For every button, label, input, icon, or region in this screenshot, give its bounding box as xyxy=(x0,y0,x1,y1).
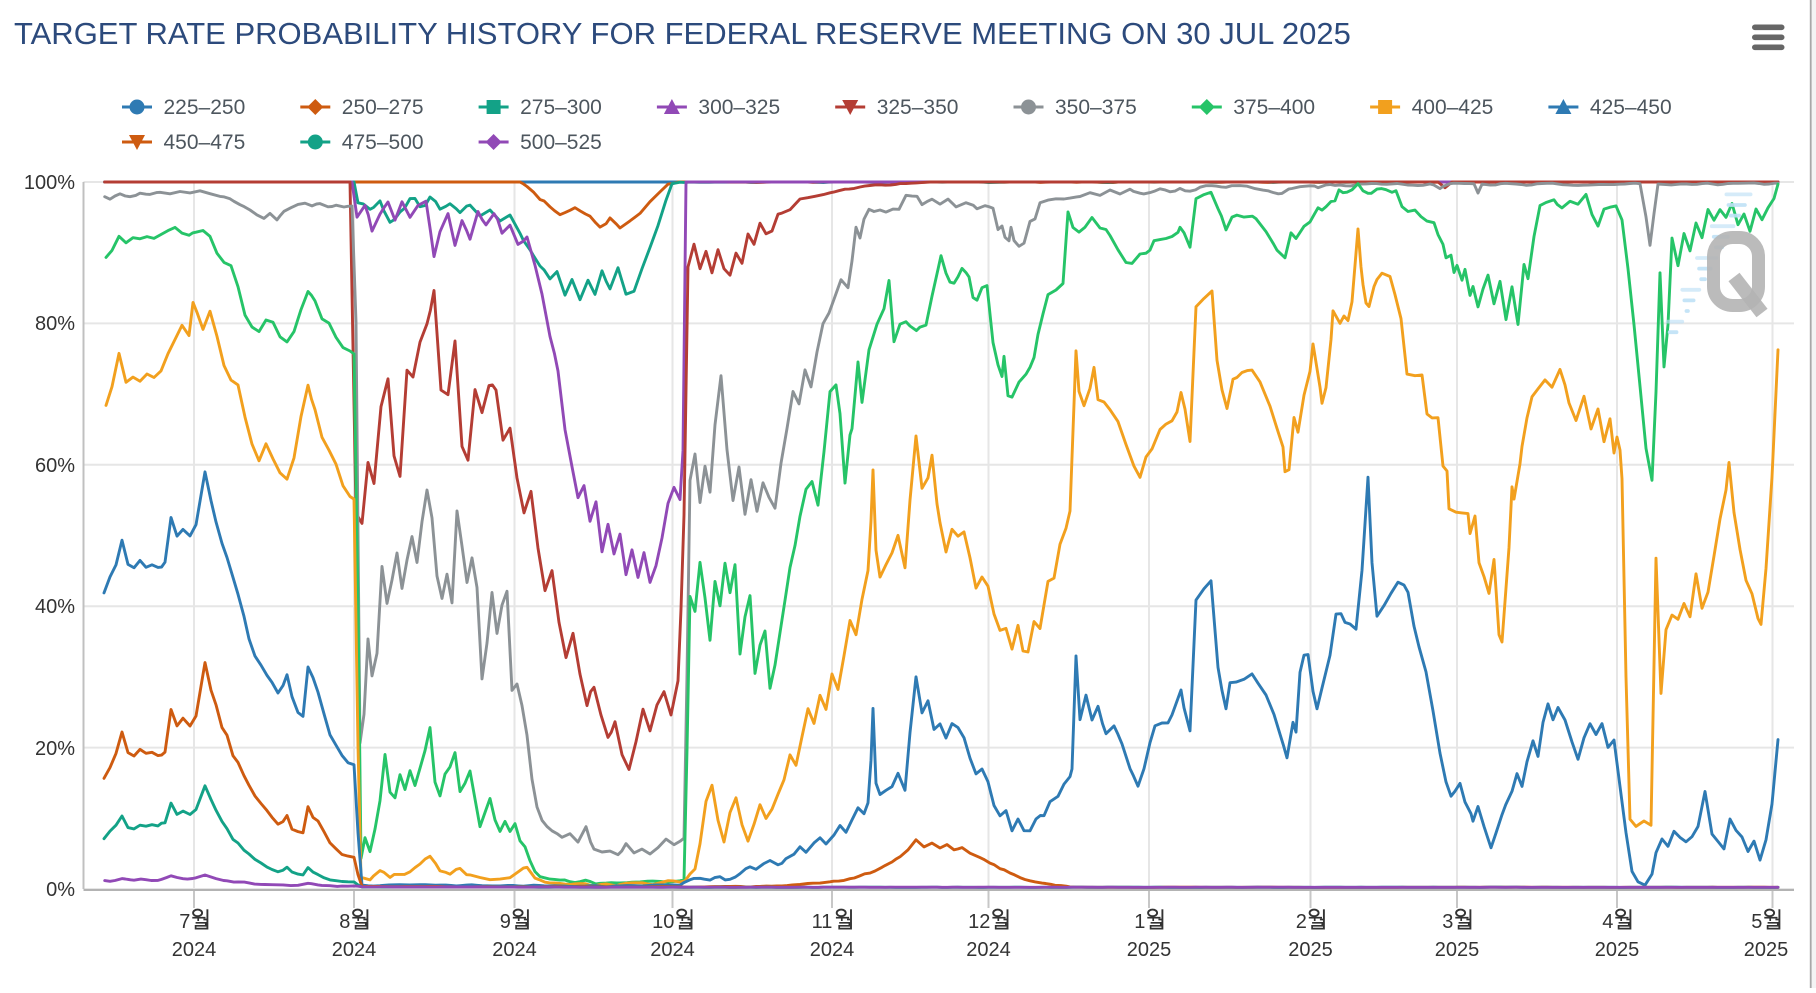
svg-text:2024: 2024 xyxy=(810,939,855,961)
svg-text:250–275: 250–275 xyxy=(342,96,424,119)
svg-text:0%: 0% xyxy=(46,879,75,901)
svg-text:375–400: 375–400 xyxy=(1233,96,1315,119)
svg-text:9: 9 xyxy=(500,911,511,933)
svg-text:2: 2 xyxy=(1296,911,1307,933)
svg-text:2025: 2025 xyxy=(1435,939,1480,961)
svg-text:500–525: 500–525 xyxy=(520,131,602,154)
svg-text:350–375: 350–375 xyxy=(1055,96,1137,119)
svg-text:10: 10 xyxy=(652,911,674,933)
svg-text:4: 4 xyxy=(1602,911,1613,933)
svg-text:450–475: 450–475 xyxy=(164,131,246,154)
svg-text:5: 5 xyxy=(1751,911,1762,933)
svg-text:2024: 2024 xyxy=(492,939,537,961)
svg-text:300–325: 300–325 xyxy=(698,96,780,119)
svg-text:60%: 60% xyxy=(35,455,75,477)
svg-text:100%: 100% xyxy=(24,172,75,194)
svg-text:12: 12 xyxy=(968,911,990,933)
svg-text:1: 1 xyxy=(1134,911,1145,933)
svg-text:2025: 2025 xyxy=(1127,939,1172,961)
svg-text:TARGET RATE PROBABILITY HISTOR: TARGET RATE PROBABILITY HISTORY FOR FEDE… xyxy=(14,16,1351,51)
svg-text:8: 8 xyxy=(339,911,350,933)
svg-text:20%: 20% xyxy=(35,738,75,760)
svg-text:3: 3 xyxy=(1442,911,1453,933)
svg-text:225–250: 225–250 xyxy=(164,96,246,119)
svg-text:7: 7 xyxy=(179,911,190,933)
svg-text:2024: 2024 xyxy=(172,939,217,961)
svg-text:2024: 2024 xyxy=(966,939,1011,961)
svg-text:2025: 2025 xyxy=(1288,939,1333,961)
svg-text:2024: 2024 xyxy=(332,939,377,961)
svg-text:80%: 80% xyxy=(35,313,75,335)
svg-text:40%: 40% xyxy=(35,596,75,618)
svg-text:325–350: 325–350 xyxy=(877,96,959,119)
svg-text:2025: 2025 xyxy=(1744,939,1789,961)
svg-text:2024: 2024 xyxy=(650,939,695,961)
svg-text:2025: 2025 xyxy=(1595,939,1640,961)
svg-text:275–300: 275–300 xyxy=(520,96,602,119)
svg-text:425–450: 425–450 xyxy=(1590,96,1672,119)
svg-text:11: 11 xyxy=(812,911,833,933)
svg-text:475–500: 475–500 xyxy=(342,131,424,154)
svg-text:400–425: 400–425 xyxy=(1412,96,1494,119)
